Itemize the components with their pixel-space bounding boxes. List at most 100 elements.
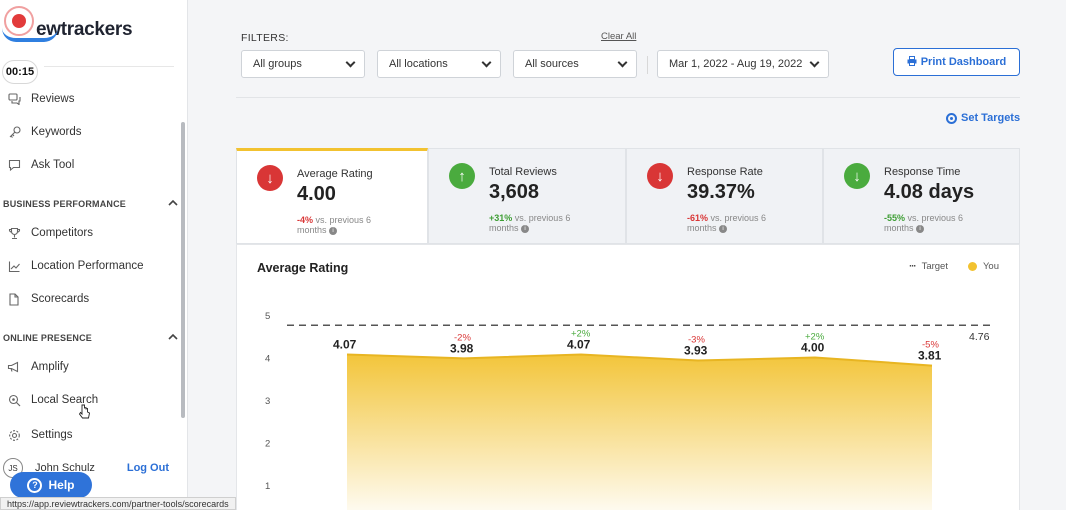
sidebar-divider	[44, 66, 174, 67]
line-chart-icon	[6, 258, 22, 274]
kpi-change: -4%	[297, 215, 314, 225]
kpi-suffix: vs. previous 6 months	[884, 213, 964, 233]
kpi-title: Average Rating	[297, 168, 373, 180]
arrow-up-icon: ↑	[449, 163, 475, 189]
target-dash-icon: ···	[909, 261, 916, 272]
megaphone-icon	[6, 359, 22, 375]
key-icon	[6, 124, 22, 140]
sidebar-item-keywords[interactable]: Keywords	[0, 120, 182, 144]
kpi-response-rate[interactable]: ↓ Response Rate 39.37% -61% vs. previous…	[626, 148, 823, 244]
change-label: +2%	[805, 332, 825, 343]
sidebar-item-label: Local Search	[31, 394, 99, 406]
sidebar-item-scorecards[interactable]: Scorecards	[0, 287, 182, 311]
locations-select[interactable]: All locations	[377, 50, 501, 78]
kpi-suffix: vs. previous 6 months	[489, 213, 571, 233]
recording-timer: 00:15	[2, 60, 38, 84]
average-rating-chart-card: Average Rating ··· Target You 5 4 3 2 1 4.76 4…	[236, 244, 1020, 510]
y-tick-label: 2	[265, 439, 270, 450]
series-you-line	[346, 353, 933, 367]
data-label: 4.07	[567, 338, 591, 352]
data-label: 4.07	[333, 338, 357, 352]
select-value: All locations	[389, 58, 448, 70]
set-targets-link[interactable]: Set Targets	[946, 112, 1020, 124]
chart-title: Average Rating	[257, 261, 349, 275]
data-label: 3.98	[450, 341, 474, 355]
sidebar-item-label: Scorecards	[31, 293, 90, 305]
arrow-down-icon: ↓	[647, 163, 673, 189]
change-label: -5%	[922, 340, 939, 351]
brand-logo[interactable]: ewtrackers	[6, 10, 133, 50]
kpi-change: -55%	[884, 213, 906, 223]
info-icon[interactable]: i	[521, 224, 530, 233]
search-location-icon	[6, 392, 22, 408]
legend-you-dot	[967, 262, 977, 271]
y-tick-label: 5	[265, 311, 270, 322]
legend-target: Target	[921, 261, 948, 272]
section-business-performance[interactable]: BUSINESS PERFORMANCE	[3, 198, 178, 209]
kpi-delta: -55% vs. previous 6 months i	[884, 213, 984, 233]
logout-link[interactable]: Log Out	[126, 462, 169, 474]
print-dashboard-button[interactable]: Print Dashboard	[893, 48, 1020, 76]
print-label: Print Dashboard	[920, 56, 1007, 68]
select-value: All sources	[525, 58, 579, 70]
info-icon[interactable]: i	[329, 226, 338, 235]
help-button[interactable]: ? Help	[10, 472, 92, 498]
kpi-response-time[interactable]: ↓ Response Time 4.08 days -55% vs. previ…	[823, 148, 1020, 244]
trophy-icon	[6, 225, 22, 241]
filter-divider-line	[236, 97, 1020, 98]
kpi-average-rating[interactable]: ↓ Average Rating 4.00 -4% vs. previous 6…	[236, 148, 428, 244]
kpi-value: 3,608	[489, 181, 540, 203]
sidebar: ewtrackers 00:15 Reviews Keywords Ask To…	[0, 0, 188, 510]
message-square-icon	[6, 157, 22, 173]
kpi-suffix: vs. previous 6 months	[687, 213, 767, 233]
user-row: JS John Schulz Log Out	[3, 457, 183, 479]
kpi-change: -61%	[687, 213, 709, 223]
series-you-area	[347, 354, 932, 510]
kpi-total-reviews[interactable]: ↑ Total Reviews 3,608 +31% vs. previous …	[428, 148, 626, 244]
sidebar-item-location-performance[interactable]: Location Performance	[0, 254, 182, 278]
sidebar-item-settings[interactable]: Settings	[0, 423, 182, 447]
info-icon[interactable]: i	[719, 224, 728, 233]
chevron-down-icon	[617, 57, 628, 68]
sidebar-item-label: Reviews	[31, 93, 75, 105]
sidebar-item-amplify[interactable]: Amplify	[0, 355, 182, 379]
kpi-delta: -61% vs. previous 6 months i	[687, 213, 787, 233]
chevron-up-icon	[168, 332, 178, 343]
chevron-up-icon	[168, 198, 178, 209]
arrow-down-icon: ↓	[844, 163, 870, 189]
chevron-down-icon	[481, 57, 492, 68]
target-icon	[946, 112, 957, 124]
kpi-delta: -4% vs. previous 6 months i	[297, 215, 397, 235]
chart-legend: ··· Target You	[909, 261, 999, 272]
kpi-value: 4.00	[297, 183, 336, 205]
sidebar-item-reviews[interactable]: Reviews	[0, 87, 182, 111]
change-label: -3%	[688, 334, 705, 345]
help-label: Help	[48, 478, 75, 492]
target-label: 4.76	[969, 331, 990, 343]
section-online-presence[interactable]: ONLINE PRESENCE	[3, 332, 178, 343]
set-targets-label: Set Targets	[961, 112, 1021, 124]
question-circle-icon: ?	[27, 477, 43, 493]
change-label: +2%	[571, 329, 591, 340]
info-icon[interactable]: i	[916, 224, 925, 233]
date-range-select[interactable]: Mar 1, 2022 - Aug 19, 2022	[657, 50, 829, 78]
section-title: ONLINE PRESENCE	[3, 332, 93, 343]
y-tick-label: 1	[265, 481, 270, 492]
sidebar-scrollbar[interactable]	[181, 122, 185, 418]
recording-indicator-icon[interactable]	[4, 6, 34, 36]
kpi-delta: +31% vs. previous 6 months i	[489, 213, 589, 233]
kpi-value: 4.08 days	[884, 181, 975, 203]
data-label: 3.81	[918, 349, 942, 363]
sidebar-item-competitors[interactable]: Competitors	[0, 221, 182, 245]
sidebar-item-label: Amplify	[31, 361, 69, 373]
sidebar-item-ask-tool[interactable]: Ask Tool	[0, 153, 182, 177]
groups-select[interactable]: All groups	[241, 50, 365, 78]
data-label: 4.00	[801, 341, 825, 355]
clear-all-link[interactable]: Clear All	[601, 31, 637, 42]
sidebar-item-local-search[interactable]: Local Search	[0, 388, 182, 419]
sidebar-item-label: Ask Tool	[31, 159, 75, 171]
logo-swoosh	[2, 28, 58, 42]
sources-select[interactable]: All sources	[513, 50, 637, 78]
sidebar-item-label: Location Performance	[31, 260, 144, 272]
